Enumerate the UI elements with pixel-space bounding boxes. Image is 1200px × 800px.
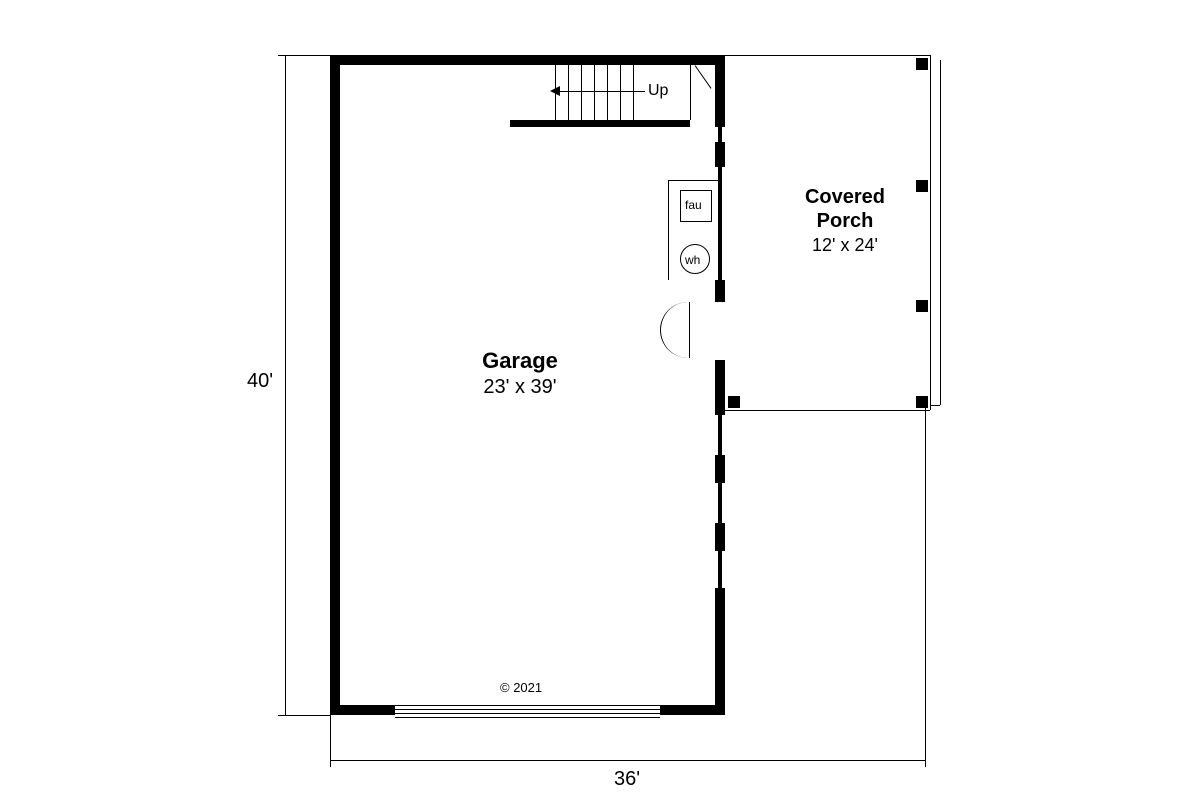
wall-right-lower [715, 588, 725, 715]
porch-right-outer [940, 60, 941, 405]
stair-wall-bottom [510, 120, 690, 127]
porch-dim: 12' x 24' [775, 235, 915, 256]
wall-right-mid5 [715, 523, 725, 551]
window-right-3b [718, 483, 722, 523]
wall-left [330, 55, 340, 715]
porch-bottom [725, 410, 930, 411]
dim-connector [330, 715, 331, 760]
garage-label: Garage 23' x 39' [440, 348, 600, 399]
porch-label: Covered Porch 12' x 24' [775, 185, 915, 256]
porch-post [916, 300, 928, 312]
dim-line-horizontal [330, 760, 925, 761]
porch-top [725, 55, 930, 56]
porch-post [916, 396, 928, 408]
dim-connector [925, 400, 926, 760]
porch-post [728, 396, 740, 408]
porch-post [916, 180, 928, 192]
stair-wall-right [690, 65, 691, 120]
copyright: © 2021 [500, 680, 542, 695]
floorplan: 40' 36' [0, 0, 1200, 800]
window-right-2 [718, 167, 722, 280]
dim-line-vertical [285, 55, 286, 715]
fau-label: fau [685, 198, 702, 212]
window-right-3c [718, 551, 722, 588]
porch-post [916, 58, 928, 70]
wall-right-mid2 [715, 280, 725, 302]
garage-door [395, 705, 660, 723]
wh-label: wh [685, 253, 700, 267]
wall-right-mid1 [715, 142, 725, 167]
mech-shelf-top [668, 180, 718, 181]
dim-label-width: 36' [614, 768, 640, 791]
mech-shelf [668, 180, 669, 280]
window-right-1 [718, 127, 722, 142]
garage-name: Garage [440, 348, 600, 374]
porch-bottom-step [930, 405, 940, 406]
dim-label-height: 40' [247, 370, 273, 393]
wall-right-upper [715, 55, 725, 127]
dim-connector [285, 715, 330, 716]
garage-dim: 23' x 39' [440, 376, 600, 399]
wall-top [330, 55, 725, 65]
wall-bottom-left [330, 705, 395, 715]
dim-connector [285, 55, 330, 56]
door-leaf-stairs [695, 65, 712, 89]
window-right-3a [718, 415, 722, 455]
porch-right [930, 55, 931, 410]
porch-name: Covered Porch [775, 185, 915, 233]
wall-right-mid3 [715, 360, 725, 415]
stairs-up-label: Up [648, 82, 668, 100]
wall-bottom-right [660, 705, 725, 715]
wall-right-mid4 [715, 455, 725, 483]
